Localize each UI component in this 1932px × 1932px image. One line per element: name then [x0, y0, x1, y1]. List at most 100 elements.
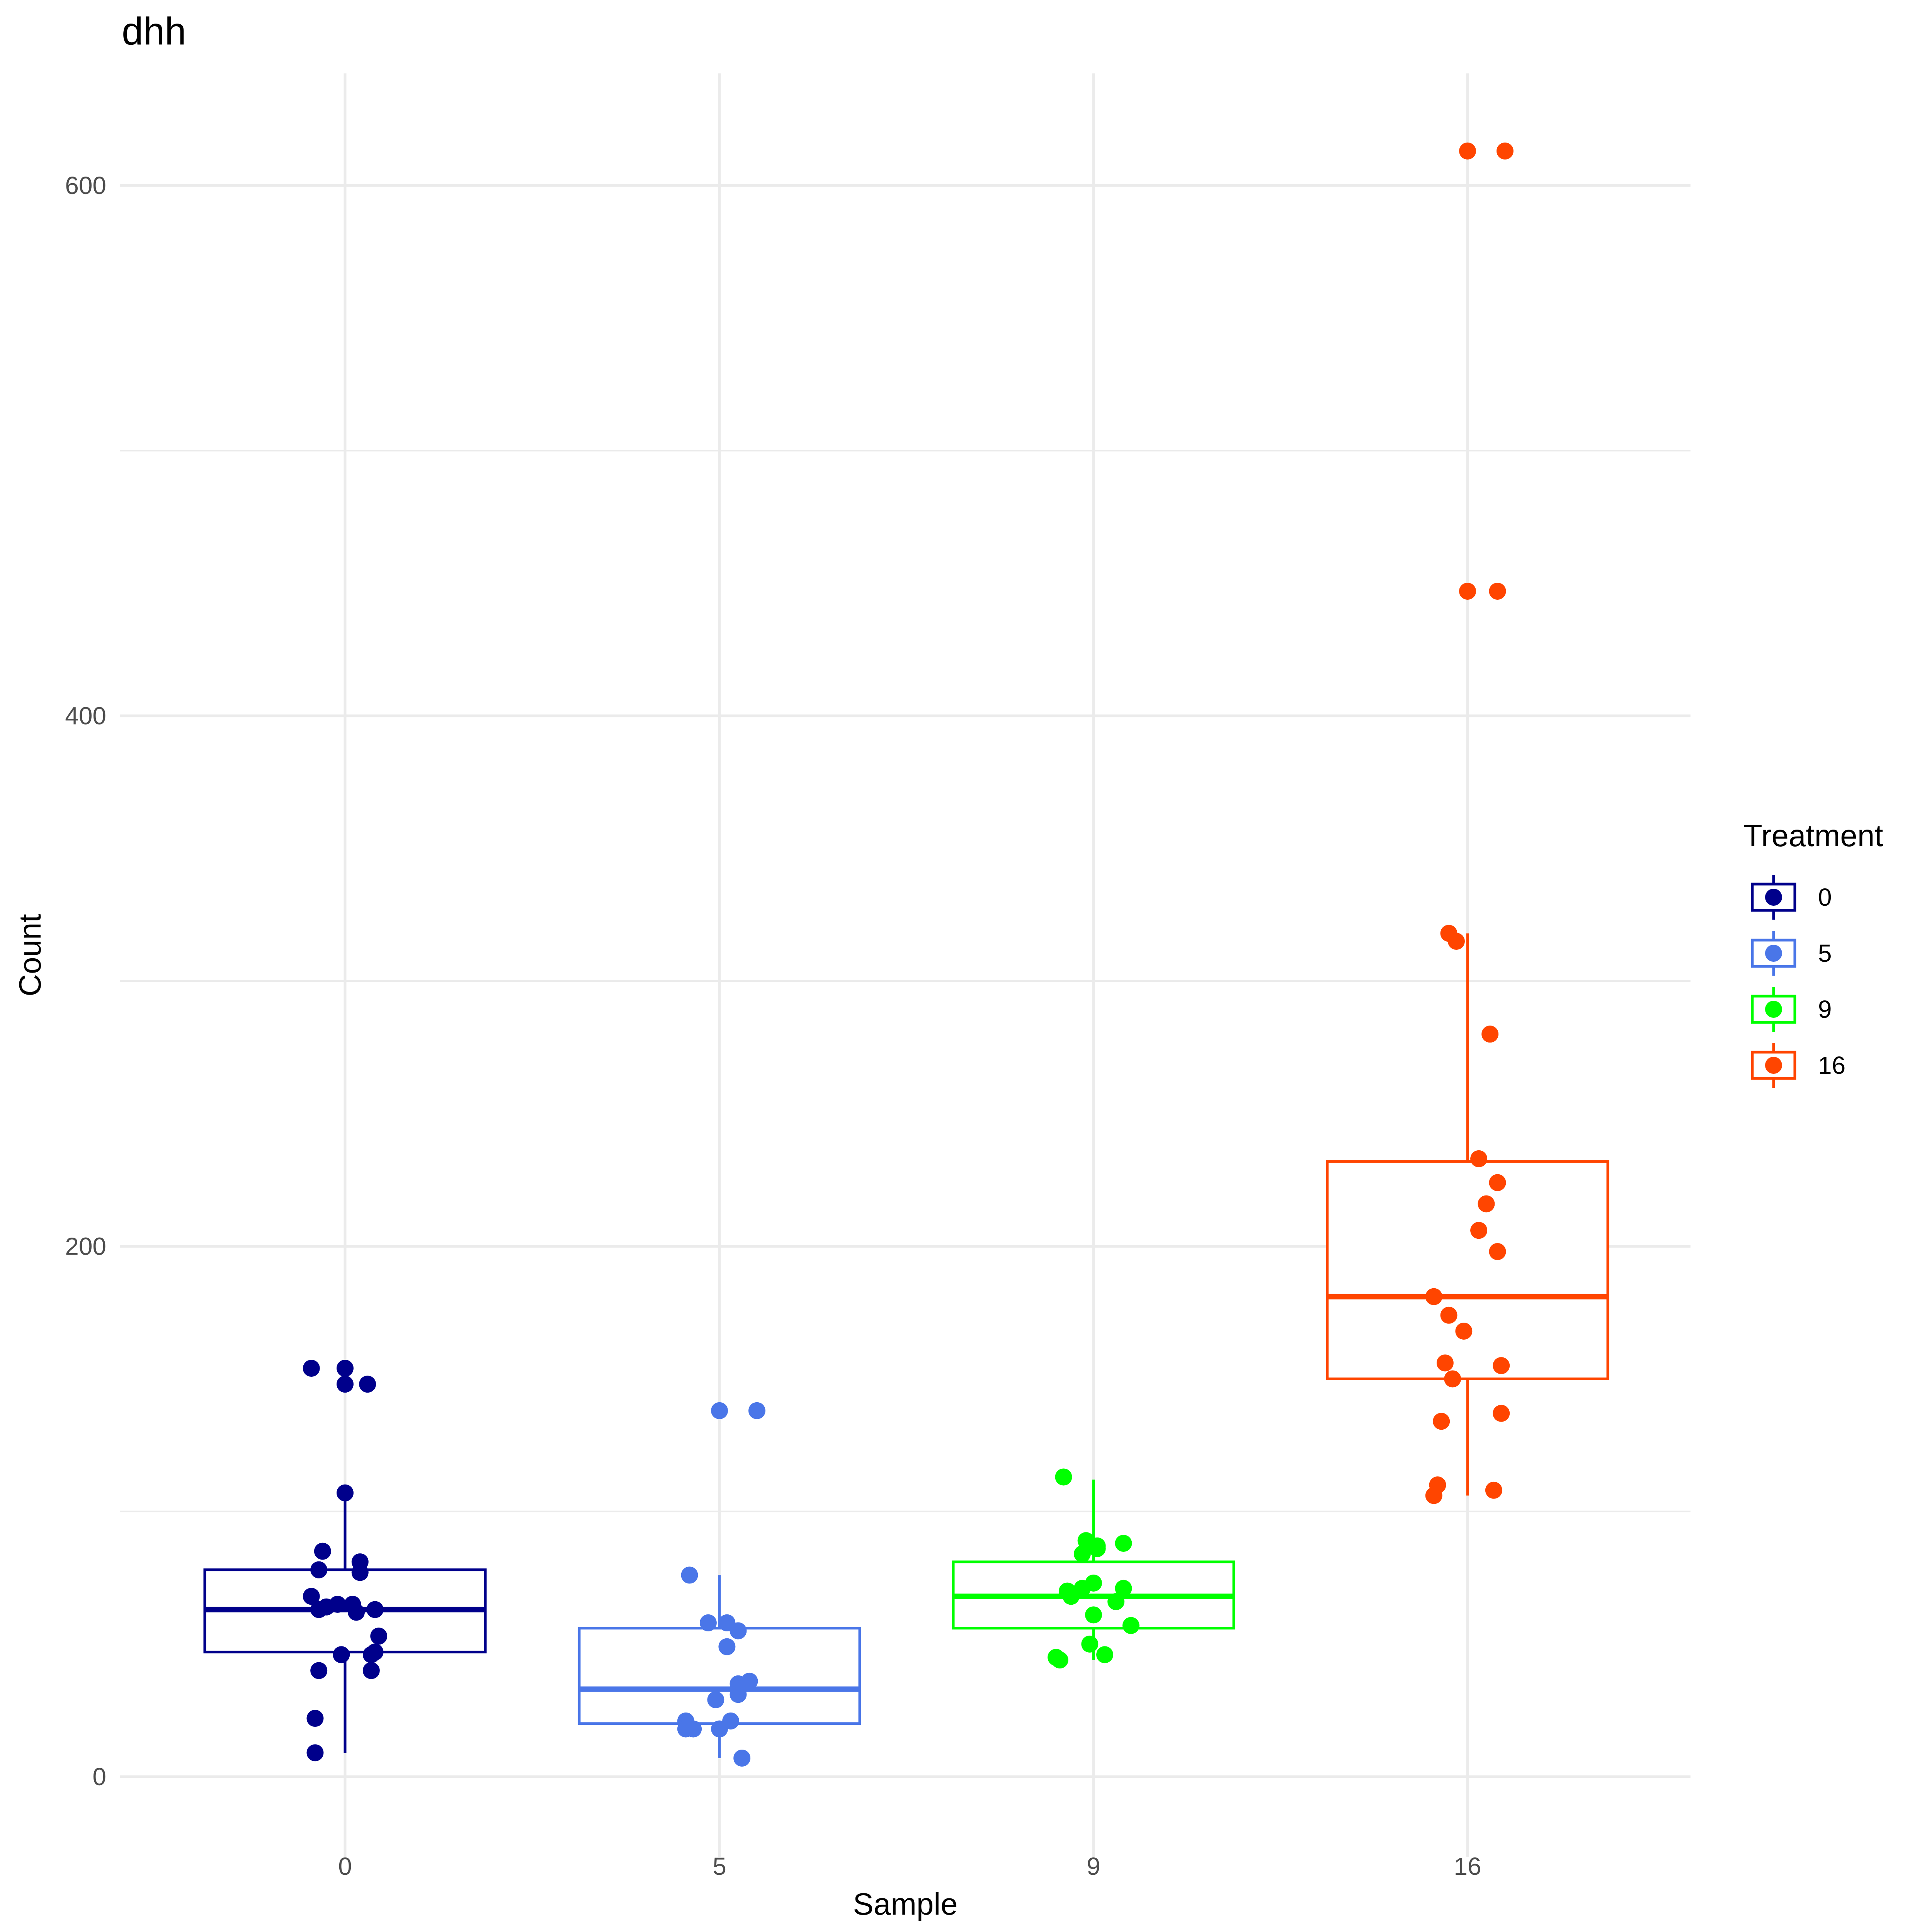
data-point: [1481, 1026, 1499, 1043]
data-point: [310, 1601, 328, 1618]
data-point: [1489, 583, 1506, 600]
data-point: [1425, 1487, 1442, 1504]
x-tick-labels: 0 5 9 16: [338, 1852, 1481, 1880]
data-point: [741, 1672, 758, 1690]
x-tick-label: 16: [1454, 1852, 1481, 1880]
data-point: [348, 1604, 365, 1621]
data-point: [303, 1588, 320, 1605]
data-point: [748, 1402, 765, 1419]
chart-title: dhh: [122, 10, 186, 53]
y-tick-labels: 0 200 400 600: [65, 172, 106, 1791]
data-point: [1122, 1617, 1139, 1634]
y-tick-label: 0: [92, 1763, 106, 1791]
data-point: [1496, 142, 1514, 160]
data-point: [1440, 1306, 1458, 1324]
data-point: [1459, 142, 1476, 160]
legend-item-5: 5: [1751, 931, 1832, 976]
data-point: [1062, 1588, 1080, 1605]
points-layer: [303, 142, 1514, 1767]
data-point: [306, 1710, 324, 1727]
data-point: [699, 1614, 717, 1631]
legend-key-point: [1765, 1001, 1782, 1018]
legend-key-point: [1765, 889, 1782, 906]
box-group-16: [1326, 933, 1609, 1496]
data-point: [1433, 1413, 1450, 1430]
data-point: [1073, 1545, 1091, 1563]
data-point: [1489, 1174, 1506, 1191]
data-point: [1051, 1651, 1068, 1669]
data-point: [730, 1622, 747, 1639]
data-point: [1085, 1606, 1102, 1624]
data-point: [310, 1561, 328, 1578]
box-group-9: [952, 1480, 1235, 1660]
data-point: [1107, 1593, 1125, 1611]
data-point: [366, 1601, 384, 1618]
legend-label: 16: [1818, 1051, 1845, 1079]
x-axis-title: Sample: [853, 1887, 957, 1921]
legend-label: 9: [1818, 995, 1832, 1023]
data-point: [1470, 1222, 1488, 1239]
data-point: [718, 1638, 736, 1655]
data-point: [1455, 1322, 1473, 1340]
y-tick-label: 400: [65, 702, 106, 730]
data-point: [359, 1376, 376, 1393]
legend-key-point: [1765, 1057, 1782, 1074]
data-point: [1447, 933, 1465, 950]
data-point: [1459, 583, 1476, 600]
data-point: [314, 1543, 331, 1560]
data-point: [310, 1662, 328, 1679]
data-point: [733, 1749, 751, 1767]
data-point: [1478, 1195, 1495, 1213]
data-point: [685, 1720, 702, 1738]
data-point: [1436, 1354, 1454, 1372]
x-tick-label: 0: [338, 1852, 352, 1880]
data-point: [681, 1566, 698, 1584]
data-point: [337, 1376, 354, 1393]
data-point: [1493, 1405, 1510, 1422]
data-point: [1115, 1580, 1132, 1597]
data-point: [707, 1691, 724, 1708]
box-iqr: [1326, 1160, 1609, 1381]
data-point: [1096, 1646, 1114, 1663]
y-tick-label: 200: [65, 1232, 106, 1260]
data-point: [1115, 1535, 1132, 1552]
data-point: [1470, 1150, 1488, 1167]
data-point: [1081, 1635, 1099, 1653]
x-tick-label: 5: [713, 1852, 726, 1880]
data-point: [1493, 1357, 1510, 1374]
data-point: [1425, 1288, 1442, 1305]
data-point: [329, 1595, 346, 1613]
data-point: [333, 1646, 350, 1663]
legend-item-0: 0: [1751, 875, 1832, 920]
data-point: [351, 1564, 369, 1581]
data-point: [337, 1484, 354, 1502]
legend-items: 0 5 9 16: [1751, 875, 1845, 1088]
data-point: [711, 1720, 728, 1738]
legend-label: 0: [1818, 883, 1832, 911]
legend: Treatment 0 5 9 16: [1743, 818, 1883, 1088]
data-point: [370, 1628, 388, 1645]
legend-item-16: 16: [1751, 1043, 1845, 1088]
data-point: [303, 1360, 320, 1377]
data-point: [1055, 1468, 1072, 1486]
legend-title: Treatment: [1743, 818, 1883, 853]
y-axis-title: Count: [13, 914, 47, 996]
legend-label: 5: [1818, 939, 1832, 967]
x-tick-label: 9: [1087, 1852, 1100, 1880]
legend-item-9: 9: [1751, 987, 1832, 1032]
data-point: [362, 1662, 380, 1679]
data-point: [1489, 1243, 1506, 1260]
box-iqr: [578, 1627, 861, 1725]
legend-key-point: [1765, 945, 1782, 962]
data-point: [1444, 1370, 1461, 1388]
y-tick-label: 600: [65, 172, 106, 199]
data-point: [1088, 1540, 1106, 1557]
data-point: [362, 1646, 380, 1663]
boxes-layer: [203, 933, 1609, 1758]
data-point: [711, 1402, 728, 1419]
data-point: [337, 1360, 354, 1377]
data-point: [1485, 1481, 1502, 1499]
box-group-0: [203, 1493, 487, 1753]
data-point: [730, 1686, 747, 1703]
